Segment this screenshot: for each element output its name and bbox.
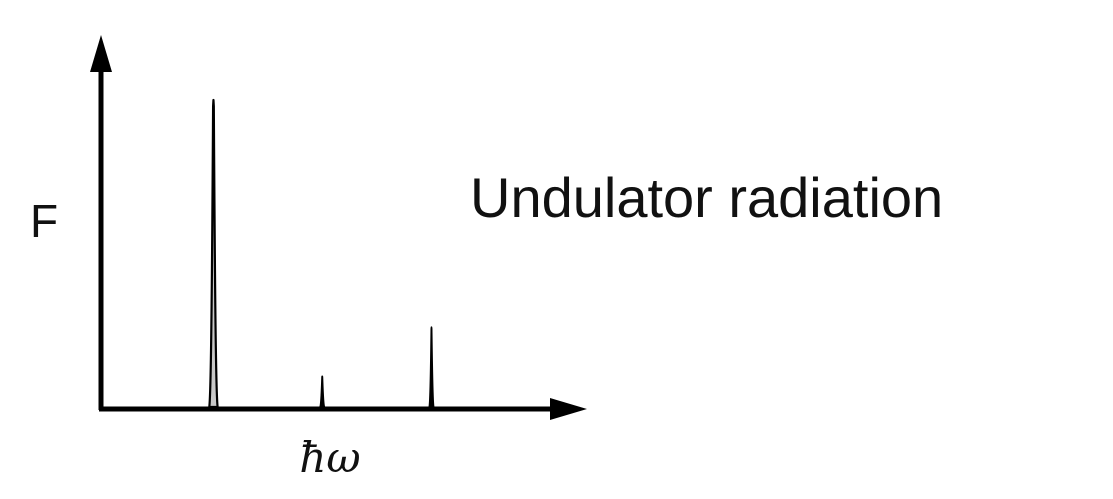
spectrum-peak-harmonic-2 — [319, 375, 326, 408]
chart-title: Undulator radiation — [470, 166, 943, 229]
spectrum-peak-harmonic-3 — [428, 326, 435, 408]
spectrum-peak-harmonic-1 — [208, 98, 219, 409]
x-axis-label: ħω — [299, 433, 360, 482]
x-axis-arrowhead — [550, 398, 587, 420]
spectrum-peaks — [208, 98, 435, 409]
y-axis-arrowhead — [90, 35, 112, 72]
y-axis-label: F — [30, 195, 58, 247]
